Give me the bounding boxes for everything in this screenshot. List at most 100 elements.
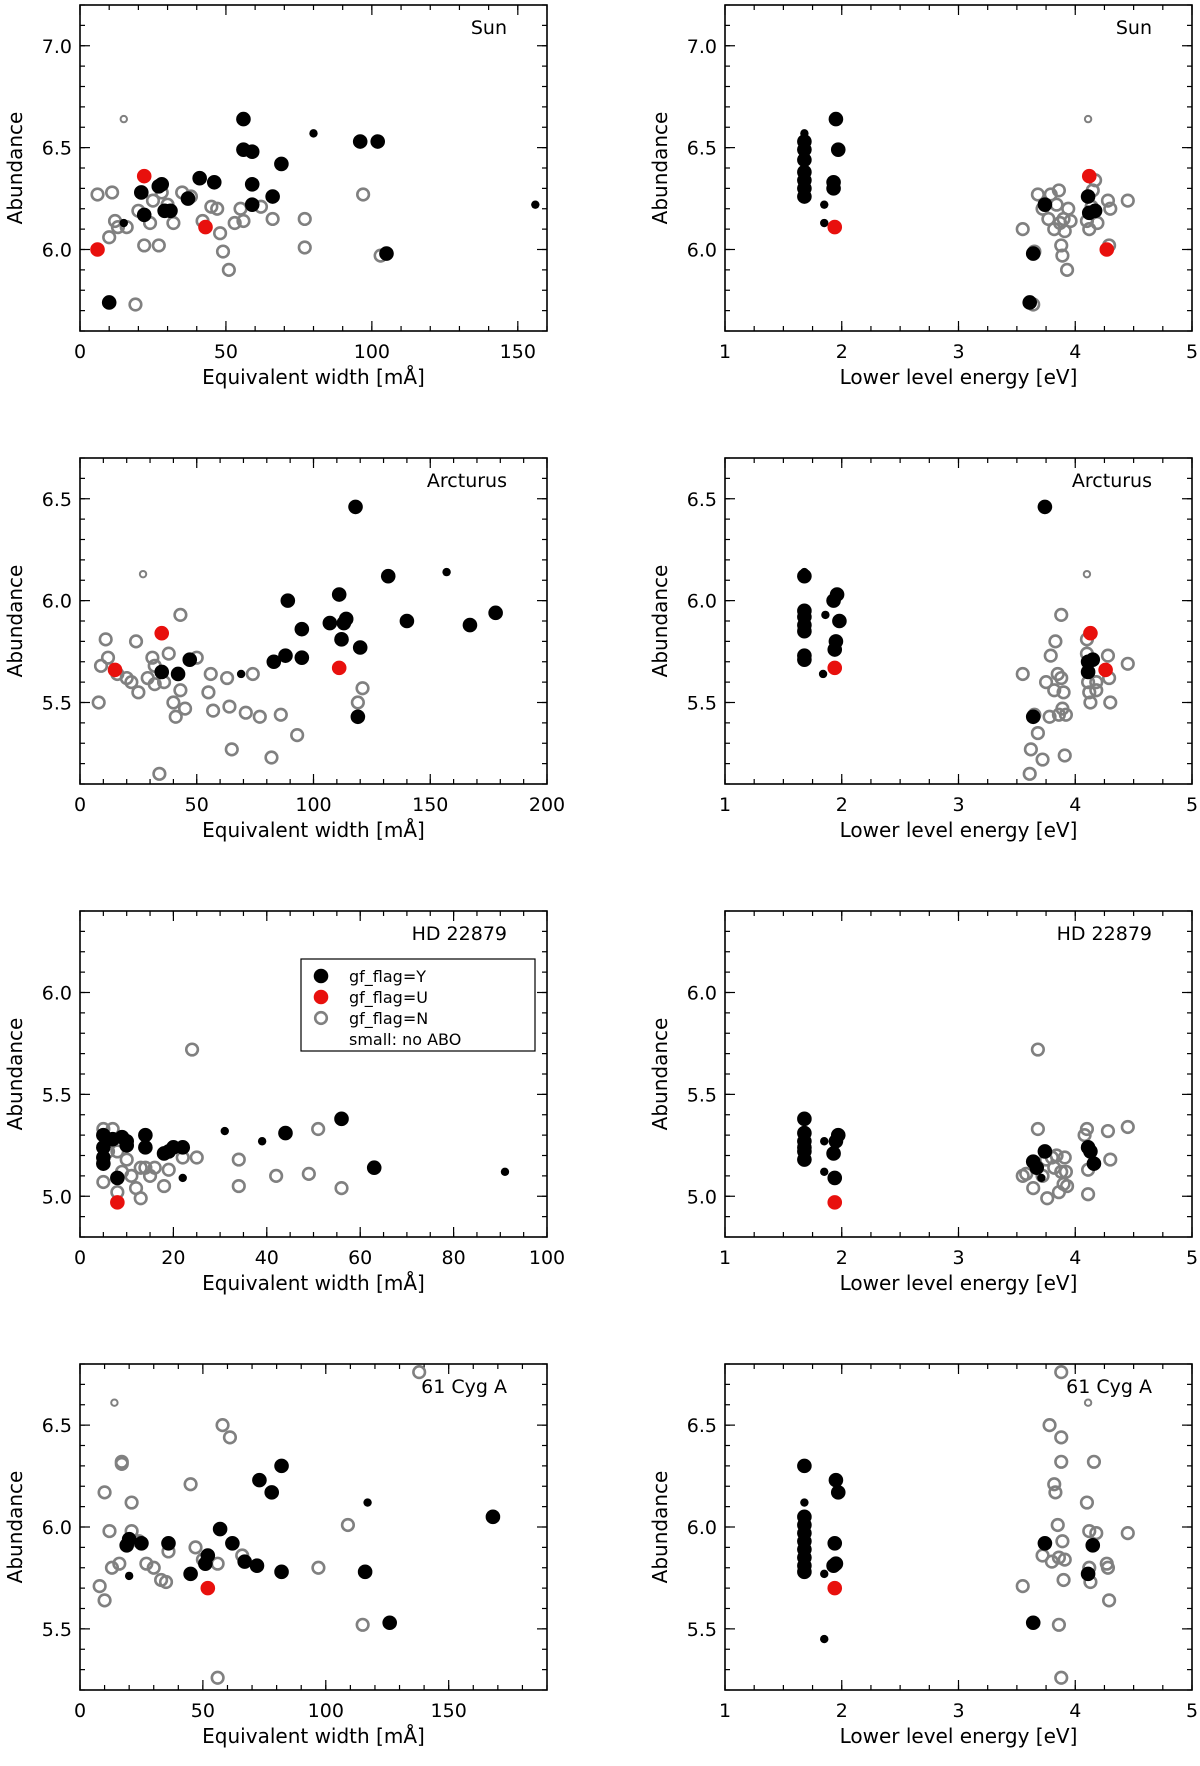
data-point-Y-small (820, 1634, 829, 1644)
data-point-Y (827, 642, 843, 657)
y-tick-label: 6.0 (42, 591, 72, 613)
data-point-Y (830, 142, 846, 157)
x-tick-label: 1 (719, 1700, 731, 1722)
data-point-Y-small (800, 1498, 809, 1507)
data-point-Y (1085, 652, 1101, 668)
panel-8: 1 2 3 4 5 5.5 6.0 6.5 Lower level energy [eV] Abu… (648, 1363, 1198, 1748)
data-point-Y (1022, 295, 1038, 310)
panel-title: 61 Cyg A (1066, 1376, 1152, 1398)
data-point-Y (134, 1536, 149, 1551)
data-point-Y (827, 1170, 843, 1186)
data-point-Y-small (124, 1571, 134, 1581)
data-point-N (205, 703, 221, 718)
panel-title: HD 22879 (1057, 923, 1152, 945)
panel-title: Sun (471, 17, 507, 39)
data-point-Y (797, 652, 812, 668)
data-point-Y (826, 593, 841, 608)
data-point-N (1059, 262, 1075, 277)
x-tick-label: 0 (74, 341, 86, 363)
data-point-N (104, 1560, 120, 1575)
data-point-Y (96, 1156, 111, 1171)
data-point-N (102, 230, 117, 245)
data-point-N (91, 695, 106, 710)
data-point-N (297, 211, 312, 227)
data-point-N (1042, 709, 1057, 724)
data-point-N (119, 1152, 134, 1167)
data-point-N (1035, 752, 1050, 767)
data-point-Y (264, 1485, 280, 1500)
data-point-N (1059, 1178, 1075, 1194)
data-point-Y (133, 185, 149, 200)
data-point-N (1079, 1495, 1095, 1510)
x-axis-title: Lower level energy [eV] (840, 818, 1078, 842)
data-point-Y (826, 1146, 841, 1161)
data-point-Y-small (820, 218, 829, 228)
data-point-N (245, 666, 260, 682)
data-point-N (210, 201, 225, 216)
data-point-N (1048, 634, 1063, 649)
y-tick-label: 5.5 (42, 1084, 72, 1106)
data-point-Y (322, 615, 338, 631)
data-point-Y (1025, 1615, 1041, 1631)
y-tick-label: 6.0 (687, 983, 717, 1005)
y-tick-label: 6.5 (42, 138, 72, 160)
x-tick-label: 60 (348, 1247, 372, 1269)
y-axis-title: Abundance (3, 1018, 27, 1131)
data-point-N (105, 185, 120, 200)
data-point-Y (352, 134, 368, 149)
x-tick-label: 0 (74, 1247, 86, 1269)
y-tick-label: 5.0 (687, 1186, 717, 1208)
data-point-N (311, 1560, 326, 1575)
data-point-N (152, 766, 167, 781)
data-point-N (124, 1495, 139, 1510)
data-point-N (265, 211, 280, 227)
data-point-N (1058, 707, 1074, 722)
data-point-Y (488, 605, 503, 621)
data-point-N (145, 193, 161, 208)
y-tick-label: 6.5 (42, 1415, 72, 1437)
data-point-Y (1080, 189, 1096, 204)
y-tick-label: 6.0 (687, 240, 717, 262)
data-point-Y (138, 1127, 153, 1143)
data-point-Y (366, 1160, 382, 1176)
data-point-N (1043, 648, 1058, 663)
data-point-N (1079, 1121, 1095, 1137)
data-point-N (137, 238, 152, 253)
x-tick-label: 4 (1069, 1700, 1081, 1722)
data-point-Y-small (531, 200, 540, 209)
data-point-Y (138, 1140, 153, 1155)
data-point-N (231, 1178, 246, 1194)
panel-title: 61 Cyg A (421, 1376, 507, 1398)
data-point-Y-small (820, 1167, 829, 1177)
data-point-Y-small (821, 610, 830, 620)
data-point-U (1083, 625, 1098, 641)
legend-box (300, 958, 536, 1052)
data-point-N (90, 187, 105, 202)
x-axis-title: Equivalent width [mÅ] (202, 818, 425, 842)
data-point-N (1051, 183, 1067, 198)
data-point-Y (399, 613, 415, 629)
data-point-N (147, 1160, 162, 1175)
data-point-N (1030, 725, 1045, 741)
data-point-Y-small (820, 1137, 829, 1146)
y-axis-title: Abundance (3, 565, 27, 678)
data-point-U (827, 660, 843, 676)
data-point-N (1050, 1517, 1065, 1533)
data-point-N (168, 709, 183, 724)
data-point-U (1081, 168, 1097, 184)
data-point-N (1054, 607, 1069, 622)
data-point-N (93, 658, 109, 673)
data-point-Y (244, 177, 260, 192)
data-point-Y-small (800, 567, 809, 577)
plot-frame (724, 457, 1193, 785)
data-point-Y (136, 207, 152, 223)
data-point-Y (827, 1536, 843, 1551)
panel-3: 0 50 100 150 200 5.5 6.0 6.5 Equivalent width [m… (3, 457, 565, 842)
data-point-Y (252, 1472, 267, 1488)
y-tick-label: 5.5 (687, 693, 717, 715)
data-point-N (236, 213, 251, 229)
data-point-Y (797, 623, 812, 639)
data-point-Y-small (820, 200, 829, 209)
